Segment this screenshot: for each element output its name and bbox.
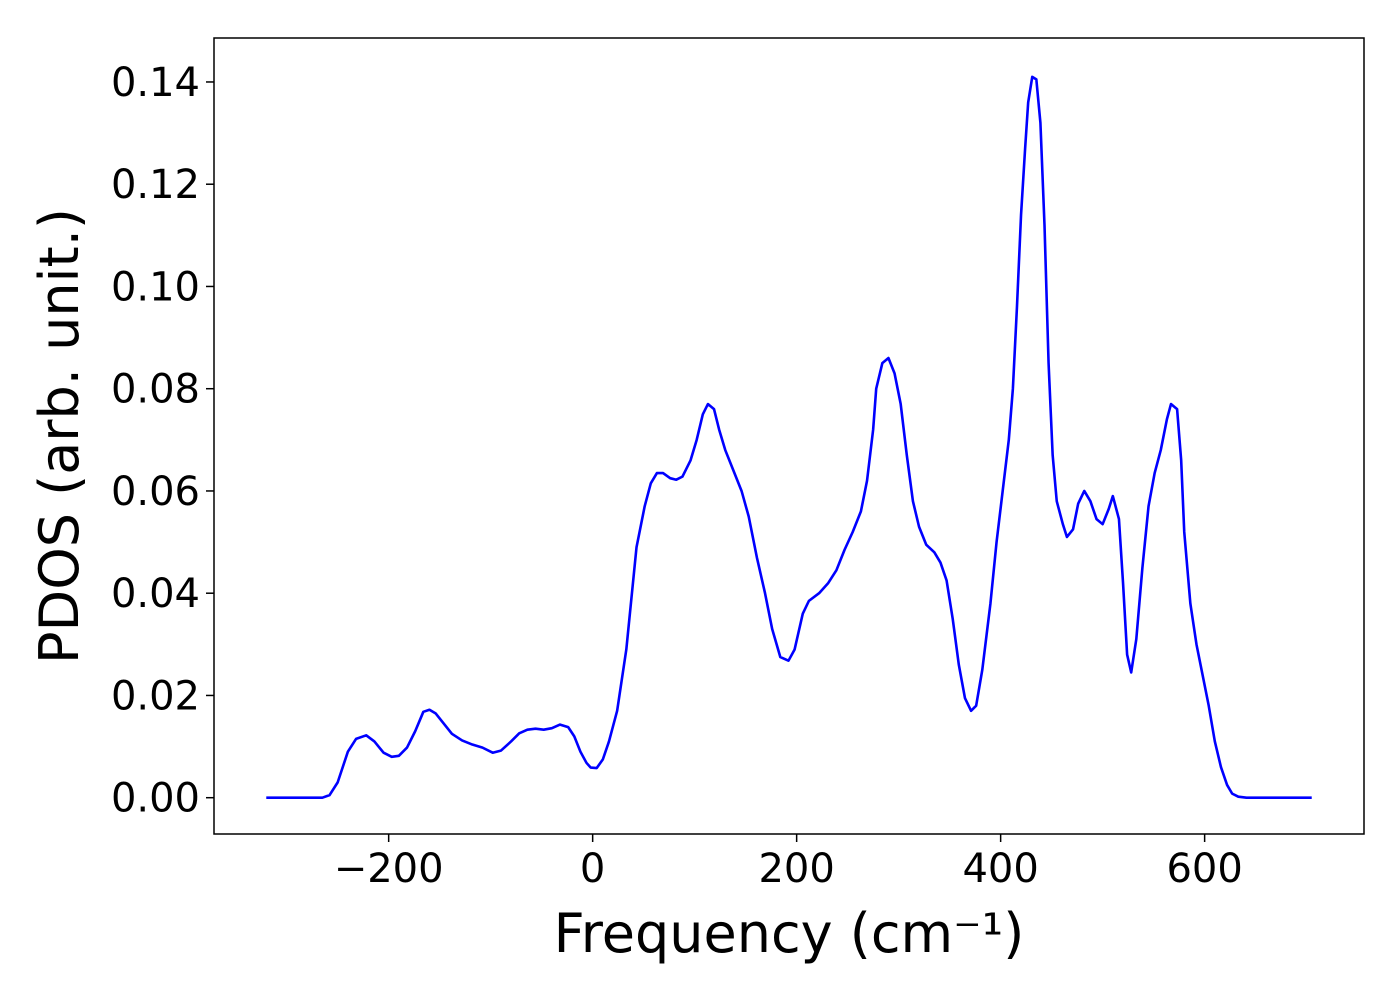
x-axis-label: Frequency (cm⁻¹) [554, 902, 1025, 965]
x-tick-label: 400 [962, 846, 1038, 892]
y-tick-label: 0.08 [111, 367, 200, 413]
y-tick-label: 0.02 [111, 673, 200, 719]
y-tick-label: 0.14 [111, 60, 200, 106]
y-axis-label: PDOS (arb. unit.) [28, 208, 91, 664]
y-tick-label: 0.00 [111, 776, 200, 822]
x-tick-label: −200 [334, 846, 444, 892]
plot-frame [213, 37, 1365, 835]
x-tick-label: 600 [1166, 846, 1242, 892]
x-tick-label: 200 [758, 846, 834, 892]
y-tick-label: 0.04 [111, 571, 200, 617]
x-tick-label: 0 [580, 846, 605, 892]
y-tick-label: 0.10 [111, 264, 200, 310]
data-line [266, 75, 1312, 800]
y-tick-label: 0.06 [111, 469, 200, 515]
y-tick-label: 0.12 [111, 162, 200, 208]
